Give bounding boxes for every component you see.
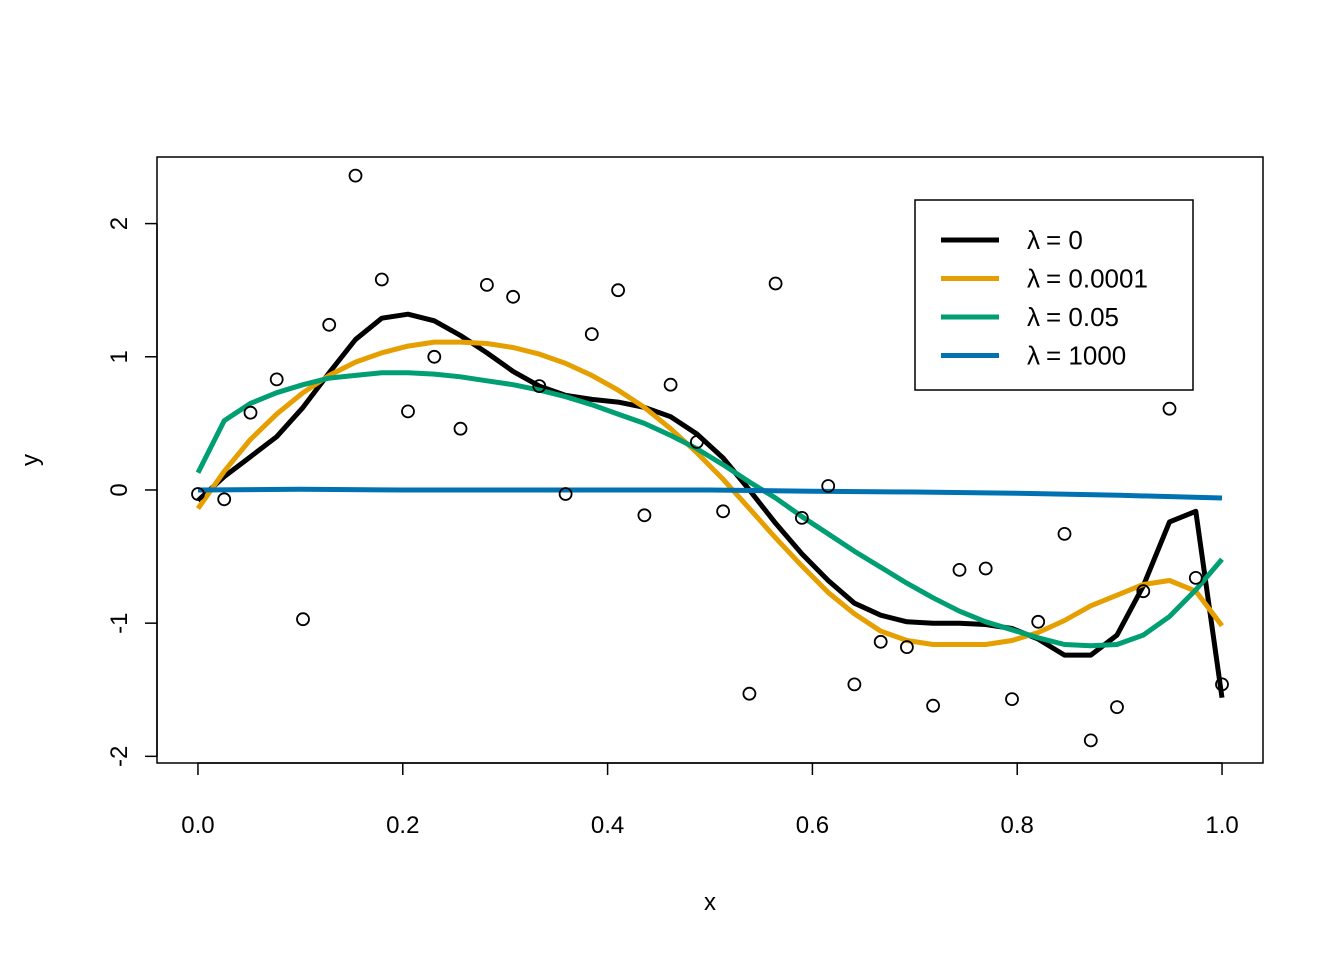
legend-box	[914, 199, 1194, 391]
data-point	[1083, 733, 1098, 748]
data-point	[742, 686, 757, 701]
data-point	[322, 317, 337, 332]
data-point	[1162, 401, 1177, 416]
data-point	[900, 640, 914, 654]
data-point	[926, 698, 940, 713]
data-point	[348, 168, 363, 183]
data-point	[558, 487, 573, 501]
x-axis: 0.0 0.2 0.4 0.6 0.8 1.0	[181, 762, 1239, 839]
data-point	[637, 508, 652, 523]
legend-symbol: λ	[1027, 341, 1040, 371]
data-point	[296, 612, 310, 627]
data-point	[847, 677, 862, 692]
data-point	[873, 634, 888, 649]
data-point	[690, 435, 704, 449]
data-point	[795, 511, 809, 525]
x-tick-label: 0.6	[796, 812, 829, 839]
data-point	[217, 492, 232, 507]
data-point	[1057, 527, 1072, 541]
data-points	[191, 168, 1229, 748]
series-line-1	[196, 311, 1225, 699]
series-lines	[195, 311, 1225, 699]
data-point	[191, 487, 205, 501]
legend-label: = 1000	[1046, 341, 1126, 371]
data-point	[611, 283, 625, 298]
legend-label: = 0	[1046, 225, 1083, 255]
data-point	[453, 421, 468, 436]
data-point	[1136, 584, 1151, 599]
legend-symbol: λ	[1027, 225, 1040, 255]
data-point	[1215, 677, 1229, 692]
y-axis-label: y	[17, 454, 44, 466]
data-point	[716, 504, 730, 519]
x-tick-label: 0.8	[1001, 812, 1034, 839]
data-point	[663, 377, 678, 392]
y-tick-label: 2	[106, 217, 133, 230]
y-tick-label: -1	[106, 612, 133, 633]
y-axis: -2 -1 0 1 2	[106, 217, 158, 767]
data-point	[1188, 571, 1203, 585]
data-point	[821, 479, 836, 493]
legend-label: = 0.05	[1046, 302, 1119, 332]
data-point	[768, 276, 783, 291]
data-point	[1110, 700, 1124, 714]
data-point	[978, 561, 993, 576]
legend-entry: λ = 1000	[1027, 341, 1126, 371]
series-line-4	[197, 486, 1223, 501]
series-line-3	[195, 370, 1224, 649]
y-tick-label: 1	[106, 350, 133, 363]
series-line-2	[195, 339, 1224, 647]
data-point	[532, 379, 547, 394]
data-point	[269, 372, 284, 387]
legend-entry: λ = 0.05	[1027, 302, 1119, 332]
x-tick-label: 0.2	[386, 812, 419, 839]
data-point	[1031, 614, 1046, 629]
legend-label: = 0.0001	[1046, 264, 1148, 294]
data-point	[584, 327, 599, 342]
legend-entry: λ = 0	[1027, 225, 1083, 255]
y-tick-label: -2	[106, 746, 133, 767]
data-point	[401, 404, 415, 419]
data-point	[506, 289, 520, 304]
legend-symbol: λ	[1027, 264, 1040, 294]
y-tick-label: 0	[106, 483, 133, 496]
x-axis-label: x	[704, 889, 716, 916]
x-tick-label: 0.4	[591, 812, 624, 839]
data-point	[1005, 692, 1019, 706]
data-point	[427, 349, 442, 364]
legend-entry: λ = 0.0001	[1027, 264, 1148, 294]
x-tick-label: 0.0	[181, 812, 214, 839]
legend-symbol: λ	[1027, 302, 1040, 332]
data-point	[374, 272, 389, 287]
data-point	[479, 277, 494, 292]
x-tick-label: 1.0	[1205, 812, 1238, 839]
data-point	[952, 563, 967, 577]
data-point	[243, 405, 258, 420]
